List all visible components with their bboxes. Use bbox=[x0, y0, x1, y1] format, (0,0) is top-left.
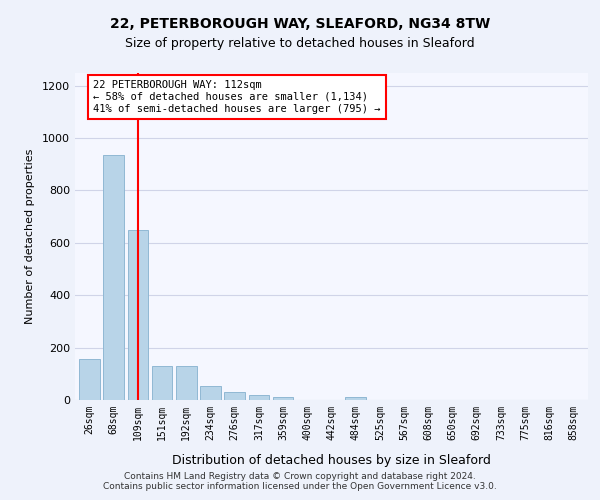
Bar bbox=[200, 386, 221, 400]
Bar bbox=[346, 397, 366, 400]
Bar bbox=[176, 366, 197, 400]
Bar bbox=[128, 230, 148, 400]
Text: Contains public sector information licensed under the Open Government Licence v3: Contains public sector information licen… bbox=[103, 482, 497, 491]
X-axis label: Distribution of detached houses by size in Sleaford: Distribution of detached houses by size … bbox=[172, 454, 491, 467]
Bar bbox=[224, 392, 245, 400]
Text: 22 PETERBOROUGH WAY: 112sqm
← 58% of detached houses are smaller (1,134)
41% of : 22 PETERBOROUGH WAY: 112sqm ← 58% of det… bbox=[93, 80, 380, 114]
Bar bbox=[273, 397, 293, 400]
Bar bbox=[103, 155, 124, 400]
Text: Contains HM Land Registry data © Crown copyright and database right 2024.: Contains HM Land Registry data © Crown c… bbox=[124, 472, 476, 481]
Bar bbox=[152, 366, 172, 400]
Y-axis label: Number of detached properties: Number of detached properties bbox=[25, 148, 35, 324]
Bar bbox=[248, 395, 269, 400]
Bar bbox=[79, 360, 100, 400]
Text: Size of property relative to detached houses in Sleaford: Size of property relative to detached ho… bbox=[125, 38, 475, 51]
Text: 22, PETERBOROUGH WAY, SLEAFORD, NG34 8TW: 22, PETERBOROUGH WAY, SLEAFORD, NG34 8TW bbox=[110, 18, 490, 32]
